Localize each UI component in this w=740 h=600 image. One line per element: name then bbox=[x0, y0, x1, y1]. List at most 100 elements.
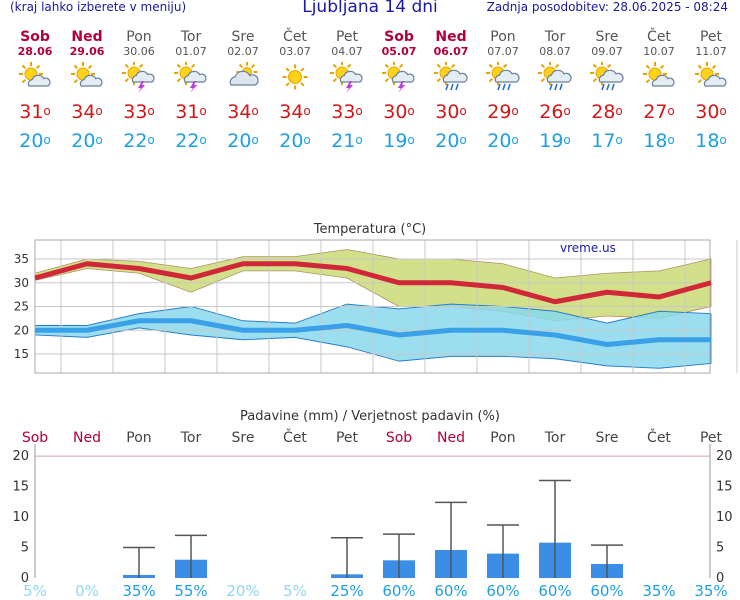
day-name: Čet bbox=[647, 29, 671, 45]
day-name: Pon bbox=[490, 29, 516, 45]
day-column: Sre 09.07 28o 17o bbox=[581, 30, 633, 152]
precipitation-probability: 60% bbox=[434, 582, 467, 598]
day-column: Čet 10.07 27o 18o bbox=[633, 30, 685, 152]
max-temperature: 26o bbox=[539, 101, 571, 123]
max-temperature: 31o bbox=[19, 101, 51, 123]
min-temperature: 22o bbox=[175, 130, 207, 152]
sun-cloud-icon bbox=[61, 60, 113, 94]
temperature-y-tick: 15 bbox=[14, 347, 29, 361]
day-date: 11.07 bbox=[695, 45, 727, 58]
day-column: Tor 08.07 26o 19o bbox=[529, 30, 581, 152]
precipitation-probability: 5% bbox=[23, 582, 47, 598]
day-column: Čet 03.07 34o 20o bbox=[269, 29, 321, 153]
precipitation-day-label: Ned bbox=[437, 430, 465, 446]
max-temperature: 33o bbox=[331, 101, 363, 123]
day-date: 28.06 bbox=[17, 45, 53, 58]
temperature-y-tick: 25 bbox=[14, 300, 29, 314]
min-temperature: 20o bbox=[19, 130, 51, 152]
day-name: Pet bbox=[699, 29, 723, 45]
day-column: Pet 04.07 33o 21o bbox=[321, 30, 373, 152]
day-column: Ned 06.07 30o 20o bbox=[425, 29, 477, 153]
precipitation-day-label: Sre bbox=[596, 430, 619, 446]
precipitation-day-label: Pon bbox=[490, 430, 515, 446]
day-name: Sob bbox=[20, 29, 50, 45]
precipitation-day-label: Čet bbox=[283, 428, 307, 446]
day-name: Pet bbox=[335, 29, 359, 45]
min-temperature: 19o bbox=[539, 130, 571, 152]
day-name: Sob bbox=[384, 29, 414, 45]
min-temperature: 18o bbox=[695, 130, 727, 152]
min-temperature: 20o bbox=[71, 130, 103, 152]
min-temperature: 21o bbox=[331, 130, 363, 152]
page-title: Ljubljana 14 dni bbox=[302, 0, 438, 17]
precipitation-y-tick-right: 0 bbox=[716, 571, 724, 586]
precipitation-y-tick-right: 15 bbox=[716, 480, 733, 495]
day-date: 05.07 bbox=[381, 45, 417, 58]
precipitation-day-label: Sre bbox=[232, 430, 255, 446]
day-date: 07.07 bbox=[487, 45, 519, 58]
day-name: Sre bbox=[231, 29, 255, 45]
sun-rain-icon bbox=[477, 60, 529, 94]
precipitation-y-tick-left: 10 bbox=[12, 510, 29, 525]
day-column: Pet 11.07 30o 18o bbox=[685, 30, 737, 152]
day-name: Ned bbox=[435, 29, 467, 45]
precipitation-day-label: Pet bbox=[700, 430, 723, 446]
sun-cloud-icon bbox=[9, 60, 61, 94]
day-name: Čet bbox=[283, 29, 307, 45]
sun-icon bbox=[269, 60, 321, 94]
temperature-plot-frame bbox=[34, 239, 711, 374]
day-date: 04.07 bbox=[331, 45, 363, 58]
precipitation-day-label: Sob bbox=[22, 430, 48, 446]
day-column: Tor 01.07 31o 22o bbox=[165, 30, 217, 152]
max-temperature: 34o bbox=[71, 101, 103, 123]
watermark: vreme.us bbox=[560, 241, 616, 255]
day-date: 29.06 bbox=[69, 45, 105, 58]
day-date: 08.07 bbox=[539, 45, 571, 58]
temperature-chart-title: Temperatura (°C) bbox=[313, 222, 426, 237]
max-temperature: 34o bbox=[279, 101, 311, 123]
day-date: 06.07 bbox=[433, 45, 469, 58]
precipitation-probability: 25% bbox=[330, 582, 363, 598]
sun-rain-icon bbox=[529, 60, 581, 94]
max-temperature: 30o bbox=[695, 101, 727, 123]
sun-storm-icon bbox=[321, 60, 373, 94]
max-temperature: 34o bbox=[227, 101, 259, 123]
day-column: Sob 05.07 30o 19o bbox=[373, 29, 425, 153]
day-name: Sre bbox=[595, 29, 619, 45]
precipitation-probability: 60% bbox=[538, 582, 571, 598]
precipitation-probability: 60% bbox=[590, 582, 623, 598]
max-temperature: 28o bbox=[591, 101, 623, 123]
precipitation-day-label: Pon bbox=[126, 430, 151, 446]
min-temperature: 17o bbox=[591, 130, 623, 152]
last-update-label: Zadnja posodobitev: 28.06.2025 - 08:24 bbox=[486, 0, 728, 14]
precipitation-y-tick-right: 10 bbox=[716, 510, 733, 525]
day-column: Pon 30.06 33o 22o bbox=[113, 30, 165, 152]
sun-storm-icon bbox=[165, 60, 217, 94]
day-date: 09.07 bbox=[591, 45, 623, 58]
sun-rain-icon bbox=[425, 60, 477, 94]
day-column: Sob 28.06 31o 20o bbox=[9, 29, 61, 153]
max-temperature: 27o bbox=[643, 101, 675, 123]
max-temperature-line bbox=[34, 261, 712, 305]
min-temperature: 18o bbox=[643, 130, 675, 152]
temperature-chart: Temperatura (°C) 15 20 25 30 35 vreme.us bbox=[14, 222, 738, 374]
temperature-y-tick: 20 bbox=[14, 323, 29, 337]
cloud-sun-icon bbox=[217, 60, 269, 94]
precipitation-day-label: Čet bbox=[647, 428, 671, 446]
temperature-y-tick: 30 bbox=[14, 276, 29, 290]
min-temperature: 20o bbox=[279, 130, 311, 152]
precipitation-probability: 60% bbox=[486, 582, 519, 598]
min-temperature: 20o bbox=[435, 130, 467, 152]
day-date: 30.06 bbox=[123, 45, 155, 58]
max-temperature: 29o bbox=[487, 101, 519, 123]
precipitation-day-label: Sob bbox=[386, 430, 412, 446]
day-date: 10.07 bbox=[643, 45, 675, 58]
precipitation-y-tick-left: 5 bbox=[21, 541, 29, 556]
sun-cloud-icon bbox=[633, 60, 685, 94]
precipitation-day-label: Tor bbox=[544, 430, 566, 446]
precipitation-probability: 60% bbox=[382, 582, 415, 598]
sun-storm-icon bbox=[373, 60, 425, 94]
precipitation-y-tick-left: 0 bbox=[21, 571, 29, 586]
precipitation-probability: 35% bbox=[122, 582, 155, 598]
precipitation-probability: 5% bbox=[283, 582, 307, 598]
